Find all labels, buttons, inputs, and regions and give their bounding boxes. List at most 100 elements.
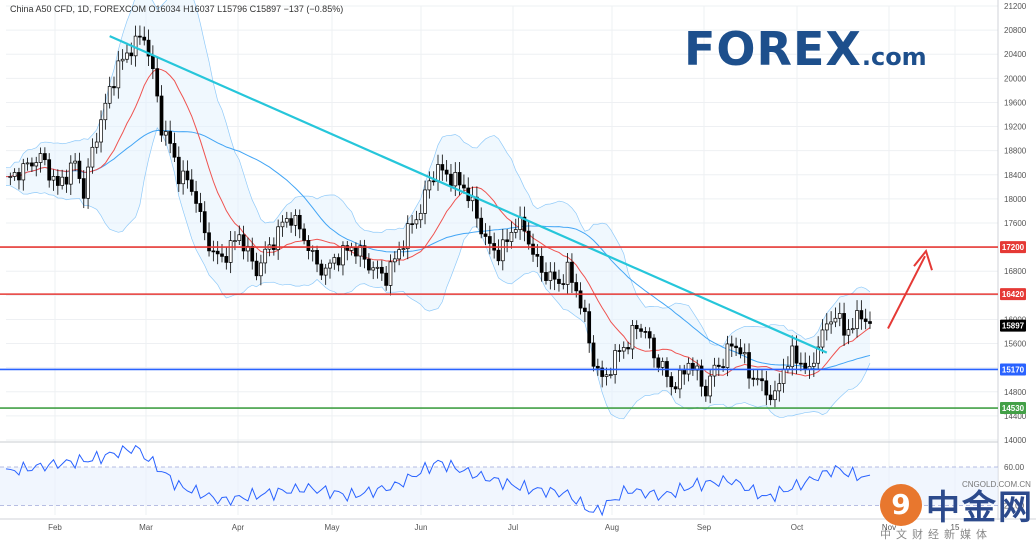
candle-body <box>436 164 440 182</box>
candle-body <box>142 36 147 41</box>
candle-body <box>513 229 518 233</box>
forex-logo: FOREX.com <box>684 22 927 76</box>
candle-body <box>440 164 445 171</box>
candle-body <box>30 162 34 167</box>
candle-body <box>125 52 129 60</box>
candle-body <box>595 365 600 369</box>
candle-body <box>643 331 648 333</box>
candle-body <box>319 263 324 276</box>
candle-body <box>107 86 112 104</box>
candle-body <box>483 233 488 237</box>
candle-body <box>401 248 406 251</box>
x-tick-label: May <box>324 523 339 532</box>
candle-body <box>509 231 514 242</box>
rsi-band <box>0 467 998 506</box>
rsi-line <box>5 444 871 517</box>
y-tick-label: 20000 <box>1004 74 1027 83</box>
candle-body <box>358 245 363 257</box>
candle-body <box>760 378 764 382</box>
cngold-url: CNGOLD.COM.CN <box>962 480 1031 489</box>
candle-body <box>306 240 311 251</box>
candle-body <box>8 176 13 178</box>
candle-body <box>621 347 626 352</box>
candle-body <box>431 180 436 183</box>
level-tag-17200 <box>1000 241 1026 254</box>
candle-body <box>392 258 397 263</box>
candle-body <box>38 153 43 163</box>
bollinger-band-fill <box>6 0 870 419</box>
candle-body <box>207 232 211 252</box>
candle-body <box>146 39 151 57</box>
candle-body <box>703 385 708 397</box>
candle-body <box>539 255 544 273</box>
candle-body <box>496 249 501 262</box>
candle-body <box>259 262 263 277</box>
candle-body <box>552 271 557 280</box>
candle-body <box>427 180 432 191</box>
candle-body <box>336 257 341 266</box>
candle-body <box>73 160 77 164</box>
candle-body <box>367 258 371 271</box>
candle-body <box>120 58 125 62</box>
candle-body <box>716 364 721 367</box>
candle-body <box>604 374 609 377</box>
candle-body <box>43 153 47 161</box>
candle-body <box>790 345 795 368</box>
candle-body <box>820 329 825 348</box>
candle-body <box>712 364 717 377</box>
descending-trendline <box>109 35 828 354</box>
candle-body <box>660 361 665 368</box>
candle-body <box>103 102 108 121</box>
candle-body <box>418 212 423 221</box>
candle-body <box>310 250 315 252</box>
candle-body <box>639 328 643 332</box>
candle-body <box>803 362 808 370</box>
candle-body <box>215 250 220 255</box>
candle-body <box>345 245 350 251</box>
candle-body <box>453 172 458 187</box>
candle-body <box>565 261 570 285</box>
candle-body <box>673 386 678 390</box>
candle-body <box>297 215 302 230</box>
candle-body <box>246 245 250 252</box>
candle-body <box>561 283 566 285</box>
cngold-badge-icon: 9 <box>880 484 922 526</box>
candle-body <box>583 307 587 312</box>
x-tick-label: 15 <box>951 523 960 532</box>
y-tick-label: 18000 <box>1004 195 1027 204</box>
candle-body <box>237 234 242 241</box>
candle-body <box>185 170 190 181</box>
level-label: 16420 <box>1002 290 1025 299</box>
candle-body <box>725 343 730 368</box>
candle-body <box>25 162 30 165</box>
candle-body <box>116 60 121 89</box>
candle-body <box>630 325 635 350</box>
candle-body <box>608 374 613 376</box>
candle-body <box>289 218 293 226</box>
candle-body <box>284 218 289 223</box>
chart-header: China A50 CFD, 1D, FOREXCOM O16034 H1603… <box>10 4 344 14</box>
candle-body <box>505 239 509 242</box>
candle-body <box>773 390 777 401</box>
candle-body <box>405 223 410 249</box>
candle-body <box>600 367 605 377</box>
y-tick-label: 14000 <box>1004 436 1027 445</box>
candle-body <box>587 311 592 344</box>
candle-body <box>656 357 661 368</box>
x-tick-label: Sep <box>697 523 712 532</box>
candle-body <box>444 169 449 175</box>
candle-body <box>742 352 747 355</box>
candle-body <box>68 162 73 185</box>
candle-body <box>755 378 760 381</box>
candle-body <box>86 166 90 199</box>
candle-body <box>699 365 704 387</box>
candle-body <box>777 383 782 392</box>
candle-body <box>172 143 177 158</box>
candle-body <box>682 369 687 375</box>
candle-body <box>850 328 855 331</box>
candle-body <box>375 266 380 269</box>
level-label: 14530 <box>1002 404 1025 413</box>
last-price-tag <box>1000 319 1026 332</box>
x-tick-label: Mar <box>139 523 153 532</box>
cngold-name: 中金网 <box>926 488 1034 528</box>
